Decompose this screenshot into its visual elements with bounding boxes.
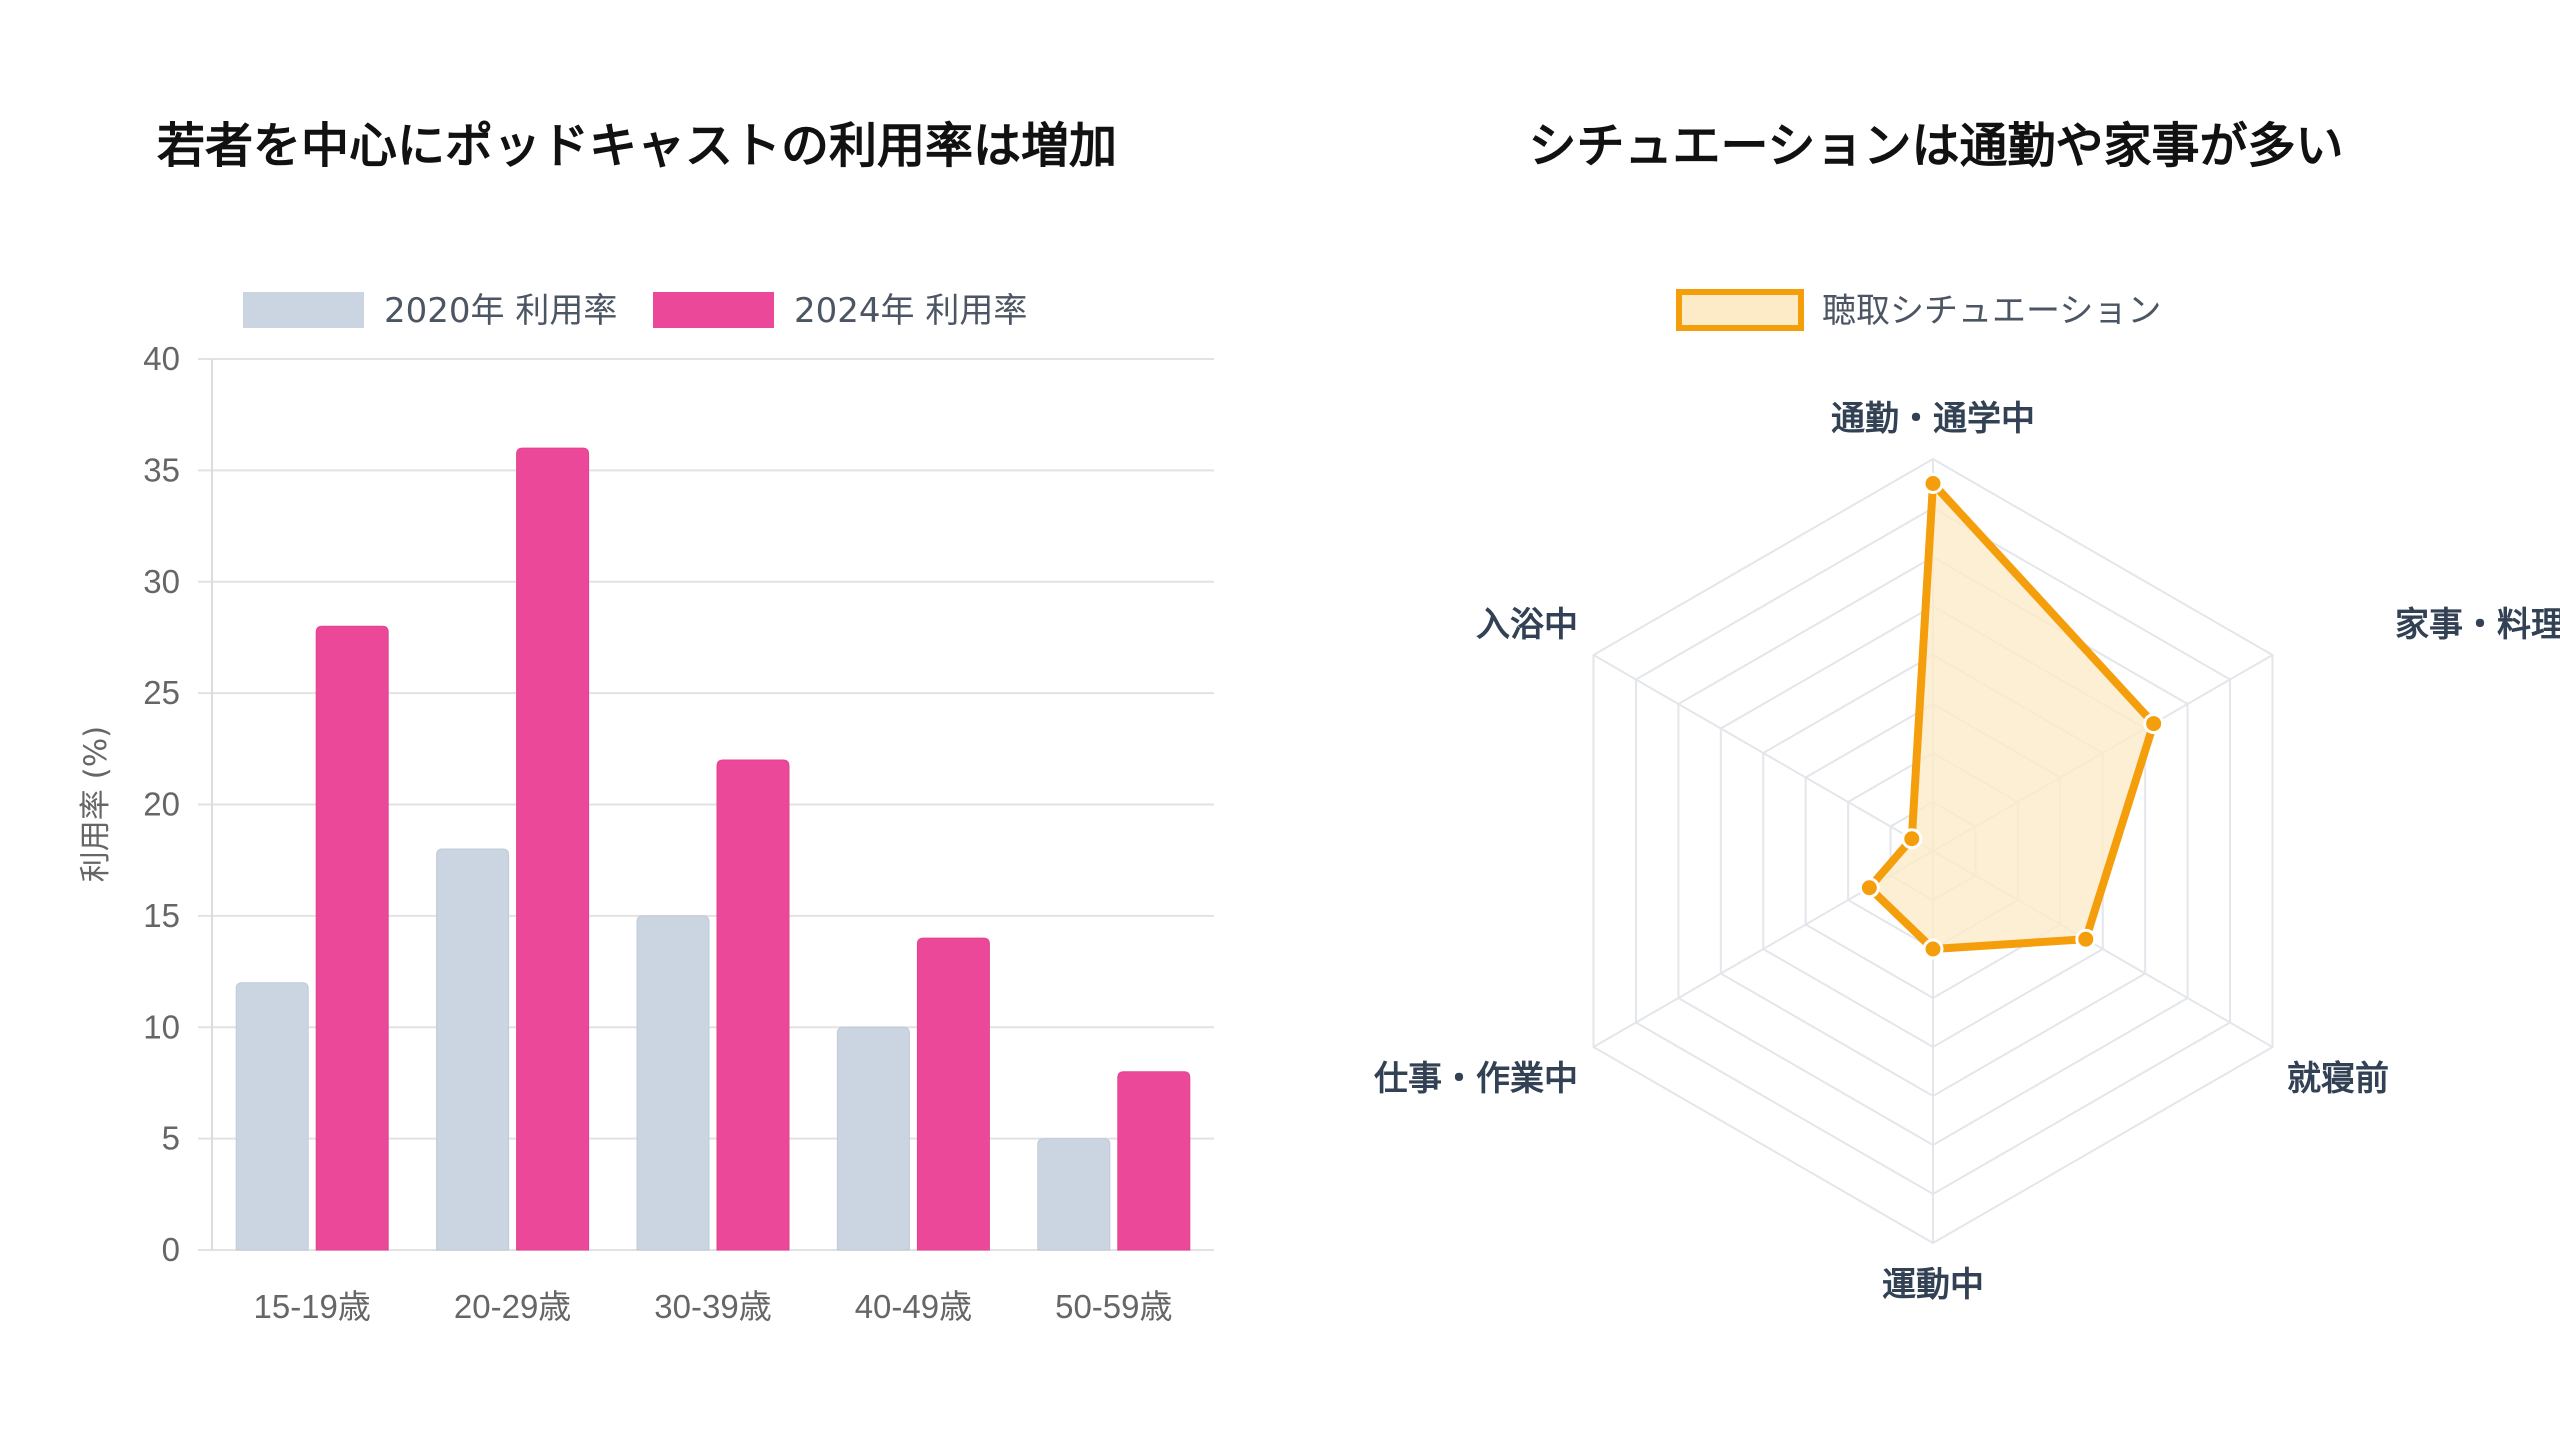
bar-2024-20-29歳[interactable] — [516, 447, 590, 1251]
y-tick-label: 30 — [143, 563, 180, 600]
radar-chart: シチュエーションは通勤や家事が多い 聴取シチュエーション 通勤・通学中家事・料理… — [1374, 118, 2560, 1305]
y-tick-label: 40 — [143, 340, 180, 377]
radar-point-運動中[interactable] — [1922, 938, 1944, 960]
radar-axis-label: 入浴中 — [1476, 605, 1578, 645]
y-tick-label: 15 — [143, 897, 180, 934]
radar-point-家事・料理中[interactable] — [2143, 713, 2165, 735]
bar-2020-30-39歳[interactable] — [636, 915, 710, 1251]
x-tick-label: 50-59歳 — [1055, 1288, 1172, 1325]
y-tick-label: 20 — [143, 786, 180, 823]
radar-point-入浴中[interactable] — [1901, 828, 1923, 850]
legend-label-2024[interactable]: 2024年 利用率 — [794, 291, 1027, 331]
radar-axis-label: 仕事・作業中 — [1374, 1059, 1578, 1099]
bar-2024-30-39歳[interactable] — [716, 759, 790, 1251]
y-tick-label: 35 — [143, 451, 180, 488]
bar-2020-40-49歳[interactable] — [836, 1026, 910, 1251]
radar-spoke — [1593, 654, 1934, 852]
x-tick-label: 40-49歳 — [855, 1288, 972, 1325]
x-tick-label: 30-39歳 — [654, 1288, 771, 1325]
radar-point-仕事・作業中[interactable] — [1858, 877, 1880, 899]
radar-grid — [1592, 457, 2274, 1245]
radar-point-就寝前[interactable] — [2075, 928, 2097, 950]
x-tick-label: 20-29歳 — [454, 1288, 571, 1325]
legend-label-situation[interactable]: 聴取シチュエーション — [1822, 291, 2161, 331]
y-tick-label: 25 — [143, 674, 180, 711]
radar-chart-title: シチュエーションは通勤や家事が多い — [1528, 118, 2343, 174]
bar-2020-20-29歳[interactable] — [436, 848, 510, 1251]
legend-swatch-2024[interactable] — [653, 292, 774, 328]
legend-swatch-situation[interactable] — [1676, 289, 1804, 331]
bar-2024-15-19歳[interactable] — [315, 625, 389, 1251]
radar-point-通勤・通学中[interactable] — [1922, 473, 1944, 494]
y-axis-title: 利用率 (%) — [78, 726, 114, 883]
x-tick-label: 15-19歳 — [253, 1288, 370, 1325]
bar-2024-40-49歳[interactable] — [916, 937, 990, 1251]
legend-label-2020[interactable]: 2020年 利用率 — [384, 291, 617, 331]
radar-axis-label: 就寝前 — [2287, 1059, 2389, 1099]
bar-marks — [235, 447, 1191, 1251]
bar-2020-50-59歳[interactable] — [1037, 1138, 1111, 1251]
radar-axis-label: 通勤・通学中 — [1831, 399, 2035, 439]
x-axis-labels: 15-19歳 20-29歳 30-39歳 40-49歳 50-59歳 — [253, 1288, 1172, 1325]
y-tick-label: 10 — [143, 1008, 180, 1045]
bar-chart-title: 若者を中心にポッドキャストの利用率は増加 — [157, 118, 1117, 174]
legend-swatch-2020[interactable] — [243, 292, 364, 328]
y-tick-label: 5 — [162, 1120, 180, 1157]
bar-chart: 若者を中心にポッドキャストの利用率は増加 2020年 利用率 2024年 利用率… — [78, 118, 1214, 1325]
radar-legend: 聴取シチュエーション — [1676, 289, 2161, 331]
bar-2020-15-19歳[interactable] — [235, 982, 309, 1251]
radar-axis-label: 運動中 — [1882, 1265, 1984, 1305]
radar-data — [1858, 473, 2165, 960]
bar-legend: 2020年 利用率 2024年 利用率 — [243, 291, 1027, 331]
bar-2024-50-59歳[interactable] — [1117, 1071, 1191, 1251]
y-tick-label: 0 — [162, 1231, 180, 1268]
radar-axis-label: 家事・料理中 — [2395, 605, 2560, 645]
